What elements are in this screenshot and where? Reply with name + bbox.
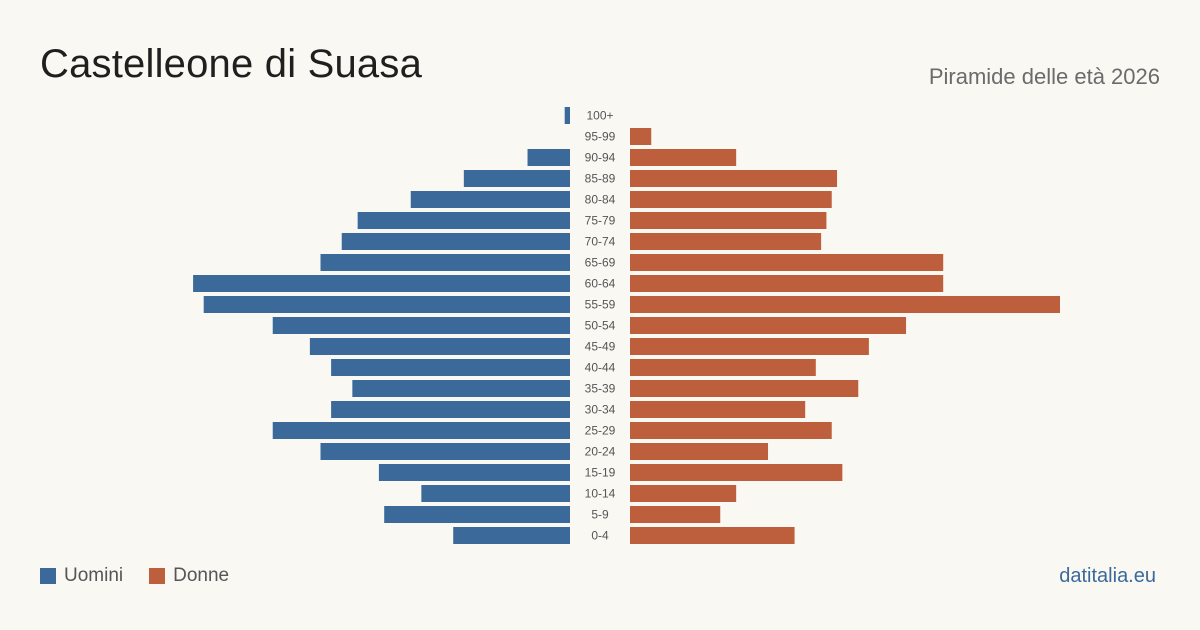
bar-women-65-69 xyxy=(630,254,944,271)
bar-men-35-39 xyxy=(352,380,570,397)
age-label-35-39: 35-39 xyxy=(585,382,616,396)
age-label-30-34: 30-34 xyxy=(585,403,616,417)
bar-women-0-4 xyxy=(630,527,795,544)
bar-men-100+ xyxy=(564,107,570,124)
legend-label-men: Uomini xyxy=(64,565,124,586)
age-label-20-24: 20-24 xyxy=(585,445,616,459)
bar-women-55-59 xyxy=(630,296,1060,313)
age-label-25-29: 25-29 xyxy=(585,424,616,438)
bar-women-35-39 xyxy=(630,380,859,397)
bar-women-95-99 xyxy=(630,128,652,145)
bar-women-75-79 xyxy=(630,212,827,229)
bar-women-15-19 xyxy=(630,464,843,481)
legend-swatch-men xyxy=(40,568,56,584)
age-label-0-4: 0-4 xyxy=(591,529,609,543)
age-label-65-69: 65-69 xyxy=(585,256,616,270)
age-label-80-84: 80-84 xyxy=(585,193,616,207)
bar-men-75-79 xyxy=(357,212,570,229)
age-label-95-99: 95-99 xyxy=(585,130,616,144)
bar-men-20-24 xyxy=(320,443,570,460)
bar-women-60-64 xyxy=(630,275,944,292)
age-label-40-44: 40-44 xyxy=(585,361,616,375)
bar-women-90-94 xyxy=(630,149,737,166)
bar-men-40-44 xyxy=(331,359,570,376)
bar-women-80-84 xyxy=(630,191,832,208)
bar-men-50-54 xyxy=(272,317,570,334)
age-label-70-74: 70-74 xyxy=(585,235,616,249)
bar-men-80-84 xyxy=(410,191,570,208)
bar-women-20-24 xyxy=(630,443,769,460)
age-label-50-54: 50-54 xyxy=(585,319,616,333)
brand-link[interactable]: datitalia.eu xyxy=(1059,565,1156,587)
age-label-45-49: 45-49 xyxy=(585,340,616,354)
bar-women-45-49 xyxy=(630,338,869,355)
bar-men-25-29 xyxy=(272,422,570,439)
bar-women-40-44 xyxy=(630,359,816,376)
bar-women-5-9 xyxy=(630,506,721,523)
bar-men-0-4 xyxy=(453,527,570,544)
bar-men-30-34 xyxy=(331,401,570,418)
chart-subtitle: Piramide delle età 2026 xyxy=(928,64,1160,89)
bar-men-85-89 xyxy=(463,170,570,187)
age-label-5-9: 5-9 xyxy=(591,508,609,522)
age-label-60-64: 60-64 xyxy=(585,277,616,291)
age-label-90-94: 90-94 xyxy=(585,151,616,165)
population-pyramid-chart: 100+ 95-99 90-94 85-89 80-84 75-79 70-74 65-69 6… xyxy=(193,107,1060,544)
bar-men-45-49 xyxy=(309,338,570,355)
age-label-75-79: 75-79 xyxy=(585,214,616,228)
age-label-100+: 100+ xyxy=(586,109,613,123)
bar-women-50-54 xyxy=(630,317,907,334)
page-title: Castelleone di Suasa xyxy=(40,42,423,86)
bar-men-65-69 xyxy=(320,254,570,271)
bar-women-25-29 xyxy=(630,422,832,439)
bar-men-60-64 xyxy=(193,275,570,292)
age-label-15-19: 15-19 xyxy=(585,466,616,480)
age-label-10-14: 10-14 xyxy=(585,487,616,501)
bar-women-85-89 xyxy=(630,170,838,187)
legend-item-women: Donne xyxy=(149,565,229,587)
bar-women-70-74 xyxy=(630,233,822,250)
legend-swatch-women xyxy=(149,568,166,584)
legend: Uomini Donne xyxy=(40,565,229,587)
age-label-55-59: 55-59 xyxy=(585,298,616,312)
bar-men-10-14 xyxy=(421,485,570,502)
bar-men-5-9 xyxy=(384,506,570,523)
bar-men-70-74 xyxy=(341,233,570,250)
bar-women-10-14 xyxy=(630,485,737,502)
bar-men-55-59 xyxy=(203,296,570,313)
legend-label-women: Donne xyxy=(173,565,230,586)
bar-women-30-34 xyxy=(630,401,806,418)
legend-item-men: Uomini xyxy=(40,565,123,587)
bar-men-90-94 xyxy=(527,149,570,166)
age-label-85-89: 85-89 xyxy=(585,172,616,186)
bar-men-15-19 xyxy=(378,464,570,481)
